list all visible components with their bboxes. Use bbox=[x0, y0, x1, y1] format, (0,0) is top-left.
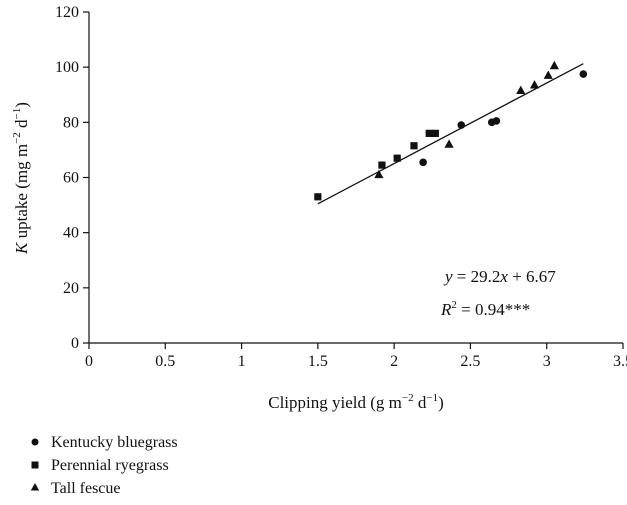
axis-ticks: 0 20 40 60 80 100 120 0 0.5 1 1.5 2 2.5 3 3.5 bbox=[55, 4, 627, 370]
legend-marker-circle bbox=[31, 438, 39, 446]
x-tick-label: 1.5 bbox=[308, 353, 328, 370]
point-tall-fescue bbox=[374, 169, 384, 179]
x-tick-label: 2 bbox=[390, 353, 398, 370]
x-tick-label: 1 bbox=[238, 353, 246, 370]
point-perennial-ryegrass bbox=[393, 154, 401, 162]
x-axis-label: Clipping yield (g m−2 d−1) bbox=[268, 392, 444, 412]
point-perennial-ryegrass bbox=[425, 129, 433, 137]
x-tick-label: 3 bbox=[543, 353, 551, 370]
y-tick-label: 100 bbox=[55, 59, 79, 76]
y-axis-label-italic: K bbox=[12, 241, 31, 255]
r-squared: R2 = 0.94*** bbox=[440, 299, 530, 319]
regression-equation: y = 29.2x + 6.67 bbox=[443, 267, 556, 286]
point-tall-fescue bbox=[444, 139, 454, 148]
legend-label: Kentucky bluegrass bbox=[51, 434, 178, 451]
regression-line bbox=[317, 63, 584, 205]
legend: Kentucky bluegrass Perennial ryegrass Ta… bbox=[30, 434, 178, 497]
legend-marker-square bbox=[31, 461, 39, 469]
legend-marker-triangle bbox=[30, 483, 40, 491]
point-kentucky-bluegrass bbox=[419, 158, 427, 167]
axes bbox=[88, 12, 623, 344]
point-kentucky-bluegrass bbox=[579, 70, 588, 78]
point-tall-fescue bbox=[549, 60, 559, 70]
data-points bbox=[314, 60, 588, 201]
x-tick-label: 0.5 bbox=[155, 353, 175, 370]
x-tick-label: 2.5 bbox=[460, 353, 480, 370]
y-tick-label: 60 bbox=[63, 170, 79, 187]
y-tick-label: 20 bbox=[63, 280, 79, 297]
y-tick-label: 120 bbox=[55, 4, 79, 21]
point-kentucky-bluegrass bbox=[457, 121, 466, 129]
fit-line-group bbox=[317, 63, 584, 205]
point-perennial-ryegrass bbox=[431, 129, 439, 137]
point-tall-fescue bbox=[529, 80, 540, 89]
x-tick-label: 0 bbox=[85, 353, 93, 370]
legend-label: Tall fescue bbox=[51, 480, 121, 497]
point-perennial-ryegrass bbox=[378, 161, 386, 169]
y-tick-label: 80 bbox=[63, 114, 79, 131]
y-tick-label: 0 bbox=[71, 335, 79, 352]
point-perennial-ryegrass bbox=[410, 142, 418, 150]
point-tall-fescue bbox=[516, 85, 526, 95]
x-tick-label: 3.5 bbox=[613, 353, 627, 370]
point-tall-fescue bbox=[543, 70, 553, 79]
legend-label: Perennial ryegrass bbox=[51, 457, 169, 474]
y-axis-label: K uptake (mg m−2 d−1) bbox=[11, 102, 31, 255]
point-perennial-ryegrass bbox=[314, 193, 322, 201]
point-kentucky-bluegrass bbox=[492, 117, 501, 125]
y-tick-label: 40 bbox=[63, 225, 79, 242]
